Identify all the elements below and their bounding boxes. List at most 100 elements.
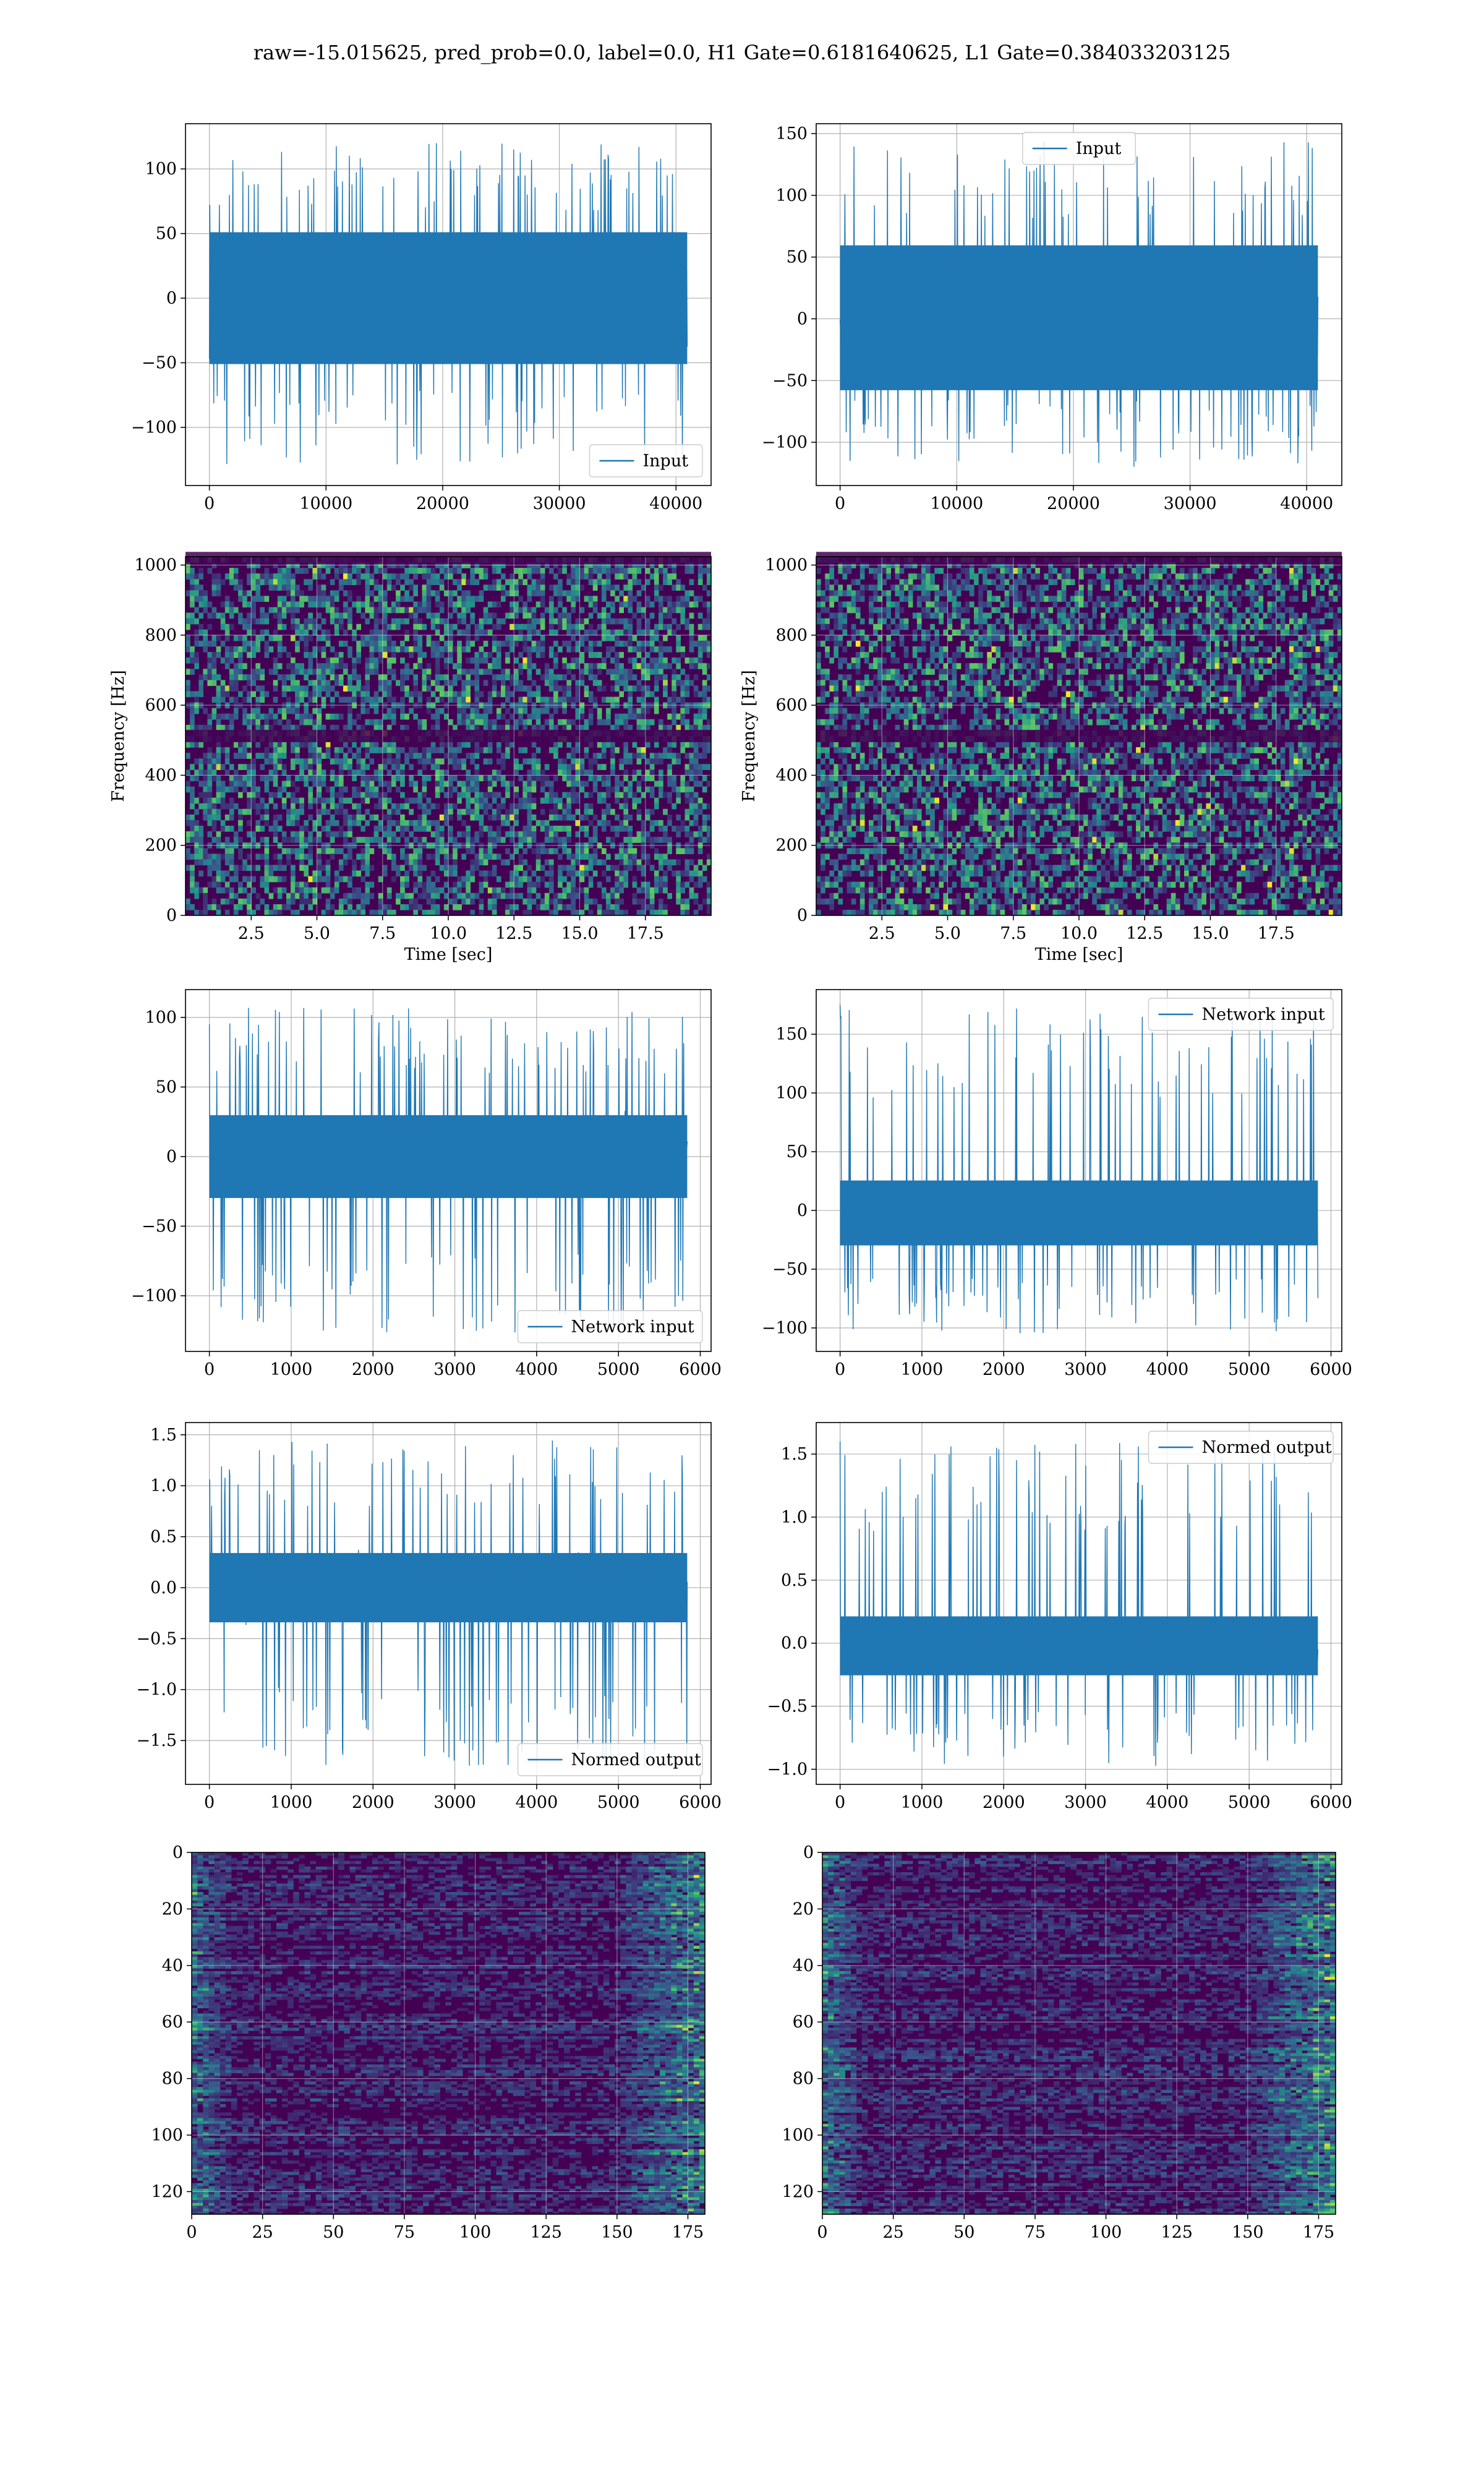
x-tick-label: 175	[672, 2223, 704, 2242]
y-tick-label: 0.5	[781, 1571, 808, 1590]
h1-feature-map-panel: 0 25 50 75 100 125 150 175 0 20 40 60 80 100 120	[151, 1843, 706, 2242]
x-tick-label: 25	[882, 2223, 903, 2242]
y-tick-label: 600	[775, 696, 808, 715]
x-tick-label: 20000	[1047, 494, 1100, 513]
x-tick-label: 4000	[1146, 1360, 1189, 1379]
y-tick-label: 1.0	[781, 1508, 808, 1527]
series-band	[840, 1180, 1318, 1246]
h1-normed-output-panel: 0 1000 2000 3000 4000 5000 6000 −1.5 −1.0 −0.5 0.0…	[136, 1422, 722, 1812]
figure-title: raw=-15.015625, pred_prob=0.0, label=0.0…	[0, 41, 1484, 64]
legend-label: Normed output	[1202, 1438, 1332, 1457]
h1-feature-map-svg: 0 25 50 75 100 125 150 175 0 20 40 60 80 100 120	[151, 1843, 706, 2242]
y-tick-label: 120	[151, 2182, 183, 2201]
legend-label: Network input	[571, 1317, 694, 1337]
x-tick-label: 4000	[1146, 1793, 1189, 1812]
h1-network-input-panel: 0 1000 2000 3000 4000 5000 6000 −100 −50 0 50 100 Ne…	[131, 989, 722, 1379]
x-tick-label: 0	[204, 1360, 215, 1379]
x-tick-label: 3000	[1064, 1793, 1107, 1812]
legend-box	[1148, 998, 1334, 1031]
x-tick-label: 10000	[299, 494, 352, 513]
y-tick-label: 0	[166, 906, 177, 925]
x-tick-label: 2000	[352, 1360, 394, 1379]
y-tick-label: 40	[162, 1956, 183, 1975]
y-tick-label: 20	[162, 1899, 183, 1919]
series-band	[840, 245, 1318, 390]
legend: Normed output	[517, 1743, 703, 1776]
l1-normed-output-svg: 0 1000 2000 3000 4000 5000 6000 −1.0 −0.5 0.0 0.5 1…	[767, 1422, 1352, 1812]
h1-spectrogram-svg: 2.5 5.0 7.5 10.0 12.5 15.0 17.5 0 200 400 600 800 10…	[109, 552, 712, 964]
y-tick-label: −100	[131, 418, 177, 437]
x-tick-label: 17.5	[627, 924, 664, 943]
x-tick-label: 3000	[433, 1360, 476, 1379]
x-tick-label: 10.0	[430, 924, 467, 943]
y-tick-label: −50	[142, 354, 177, 373]
y-tick-label: 100	[775, 186, 808, 205]
x-tick-label: 1000	[270, 1793, 313, 1812]
x-tick-label: 0	[204, 494, 215, 513]
x-tick-label: 4000	[516, 1360, 558, 1379]
y-tick-label: 0	[797, 906, 808, 925]
y-tick-label: 120	[782, 2182, 814, 2201]
l1-normed-output-panel: 0 1000 2000 3000 4000 5000 6000 −1.0 −0.5 0.0 0.5 1…	[767, 1422, 1352, 1812]
spectral-dark-band	[816, 730, 1342, 742]
x-tick-label: 40000	[649, 494, 702, 513]
h1-network-input-svg: 0 1000 2000 3000 4000 5000 6000 −100 −50 0 50 100 Ne…	[131, 989, 722, 1379]
x-tick-label: 3000	[1064, 1360, 1107, 1379]
y-tick-label: 60	[793, 2013, 814, 2032]
l1-network-input-panel: 0 1000 2000 3000 4000 5000 6000 −100 −50 0 50 100 15…	[762, 989, 1352, 1379]
y-tick-label: 150	[775, 1025, 808, 1044]
y-tick-label: 0	[166, 289, 177, 308]
x-tick-label: 0	[835, 1793, 845, 1812]
x-axis-label: Time [sec]	[404, 945, 493, 964]
plot-frame	[816, 989, 1342, 1352]
y-tick-label: 0.0	[150, 1578, 177, 1598]
x-tick-label: 0	[835, 1360, 845, 1379]
y-tick-label: −0.5	[136, 1629, 177, 1648]
x-tick-label: 75	[1025, 2223, 1046, 2242]
heatmap-cells	[186, 557, 712, 916]
x-tick-label: 6000	[679, 1793, 722, 1812]
h1-spectrogram-panel: 2.5 5.0 7.5 10.0 12.5 15.0 17.5 0 200 400 600 800 10…	[109, 552, 712, 964]
y-tick-label: 1.0	[150, 1476, 177, 1496]
heatmap-cells	[192, 1852, 706, 2215]
y-tick-label: 60	[162, 2013, 183, 2032]
plot-frame	[822, 1852, 1336, 2215]
x-tick-label: 150	[1232, 2223, 1264, 2242]
x-tick-label: 2.5	[238, 924, 265, 943]
y-tick-label: 100	[151, 2126, 183, 2145]
series-trace	[839, 1441, 1319, 1766]
y-axis-label: Frequency [Hz]	[740, 670, 759, 802]
y-tick-label: 100	[775, 1084, 808, 1103]
x-tick-label: 6000	[679, 1360, 722, 1379]
spectral-dark-band	[186, 730, 711, 742]
spectral-dark-band	[816, 552, 1342, 565]
legend: Network input	[1148, 998, 1334, 1031]
y-tick-label: 40	[793, 1956, 814, 1975]
spectral-dark-band	[186, 552, 711, 565]
x-tick-label: 0	[204, 1793, 215, 1812]
y-tick-label: 50	[787, 1142, 808, 1162]
y-tick-label: 1.5	[781, 1445, 808, 1464]
y-axis-label: Frequency [Hz]	[109, 670, 128, 802]
x-tick-label: 125	[530, 2223, 562, 2242]
x-tick-label: 150	[601, 2223, 633, 2242]
l1-network-input-svg: 0 1000 2000 3000 4000 5000 6000 −100 −50 0 50 100 15…	[762, 989, 1352, 1379]
x-tick-label: 0	[835, 494, 845, 513]
x-tick-label: 5000	[1228, 1360, 1271, 1379]
y-tick-label: −100	[762, 433, 808, 452]
heatmap-cells	[822, 1852, 1336, 2215]
x-tick-label: 12.5	[495, 924, 532, 943]
x-tick-label: 17.5	[1258, 924, 1295, 943]
x-tick-label: 100	[459, 2223, 492, 2242]
x-tick-label: 5000	[1228, 1793, 1271, 1812]
plot-frame	[191, 1852, 706, 2215]
l1-feature-map-panel: 0 25 50 75 100 125 150 175 0 20 40 60 80 100 120	[782, 1843, 1336, 2242]
legend-label: Network input	[1202, 1005, 1325, 1024]
y-tick-label: −0.5	[767, 1697, 808, 1716]
y-tick-label: 0	[803, 1843, 814, 1862]
legend: Normed output	[1148, 1431, 1334, 1464]
y-tick-label: 100	[782, 2126, 814, 2145]
y-tick-label: 1000	[134, 556, 177, 575]
y-tick-label: 50	[156, 1078, 177, 1097]
x-tick-label: 7.5	[1000, 924, 1026, 943]
